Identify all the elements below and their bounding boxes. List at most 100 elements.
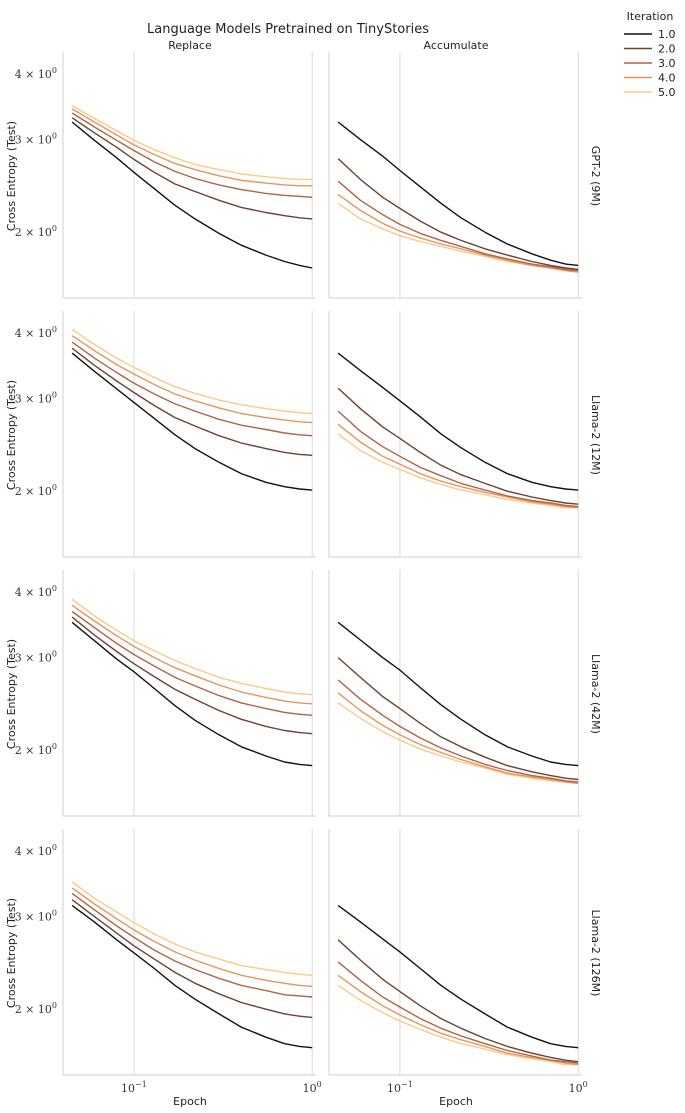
y-tick-base: 10 <box>38 652 52 665</box>
row-label-llama2-12m: Llama-2 (12M) <box>589 395 602 475</box>
y-tick-base: 10 <box>38 845 52 858</box>
y-tick-exponent: 0 <box>52 650 57 659</box>
x-tick-label: 100 <box>569 1080 588 1095</box>
y-tick-base: 10 <box>38 134 52 147</box>
y-tick-exponent: 0 <box>52 584 57 593</box>
series-line-iteration-2-0 <box>71 899 313 1019</box>
series-line-iteration-5-0 <box>337 433 579 509</box>
series-line-iteration-3-0 <box>337 410 579 508</box>
series-line-iteration-2-0 <box>337 657 579 781</box>
y-tick-mantissa: 2 × <box>15 1003 38 1016</box>
column-title-accumulate: Accumulate <box>424 39 489 52</box>
x-tick-exponent: −1 <box>401 1080 413 1089</box>
x-tick-label: 10−1 <box>387 1080 413 1095</box>
series-line-iteration-2-0 <box>337 387 579 505</box>
series-line-iteration-2-0 <box>71 347 313 456</box>
series-line-iteration-1-0 <box>337 352 579 491</box>
y-tick-label: 4 × 100 <box>15 843 57 858</box>
series-line-iteration-4-0 <box>71 335 313 424</box>
x-tick-base: 10 <box>569 1082 583 1095</box>
y-tick-base: 10 <box>38 911 52 924</box>
y-axis-label-row-1: Cross Entropy (Test) <box>5 121 18 231</box>
panel-llama-2-42m-accumulate <box>328 570 582 817</box>
series-line-iteration-3-0 <box>71 341 313 437</box>
legend-label-5-0: 5.0 <box>658 86 676 99</box>
y-tick-label: 4 × 100 <box>15 66 57 81</box>
y-tick-exponent: 0 <box>52 742 57 751</box>
x-axis-label-replace: Epoch <box>173 1095 207 1108</box>
series-line-iteration-5-0 <box>337 202 579 273</box>
y-tick-label: 3 × 100 <box>15 391 57 406</box>
series-line-iteration-3-0 <box>337 180 579 272</box>
row-label-llama2-126m: Llama-2 (126M) <box>589 910 602 997</box>
series-line-iteration-3-0 <box>71 112 313 198</box>
x-tick-base: 10 <box>303 1082 317 1095</box>
y-tick-mantissa: 2 × <box>15 744 38 757</box>
legend-title: Iteration <box>627 10 674 23</box>
series-line-iteration-1-0 <box>71 121 313 269</box>
legend-label-3-0: 3.0 <box>658 57 676 70</box>
row-label-llama2-42m: Llama-2 (42M) <box>589 654 602 734</box>
legend: Iteration 1.0 2.03.0 4.05.0 <box>624 10 676 99</box>
y-tick-base: 10 <box>38 485 52 498</box>
y-tick-exponent: 0 <box>52 909 57 918</box>
series-line-iteration-4-0 <box>71 887 313 988</box>
y-tick-label: 3 × 100 <box>15 650 57 665</box>
series-line-iteration-4-0 <box>71 108 313 187</box>
series-line-iteration-4-0 <box>71 604 313 705</box>
y-tick-mantissa: 4 × <box>15 68 38 81</box>
series-line-iteration-4-0 <box>337 193 579 273</box>
series-line-iteration-2-0 <box>337 158 579 271</box>
series-line-iteration-1-0 <box>337 621 579 767</box>
series-line-iteration-5-0 <box>337 984 579 1066</box>
series-line-iteration-1-0 <box>337 904 579 1049</box>
y-tick-exponent: 0 <box>52 1001 57 1010</box>
y-tick-exponent: 0 <box>52 843 57 852</box>
y-tick-base: 10 <box>38 1003 52 1016</box>
y-tick-mantissa: 4 × <box>15 586 38 599</box>
series-line-iteration-5-0 <box>337 702 579 785</box>
y-tick-label: 2 × 100 <box>15 483 57 498</box>
series-line-iteration-5-0 <box>71 598 313 696</box>
series-line-iteration-5-0 <box>71 104 313 181</box>
y-tick-base: 10 <box>38 226 52 239</box>
column-title-replace: Replace <box>168 39 212 52</box>
x-axis-label-accumulate: Epoch <box>439 1095 473 1108</box>
y-tick-mantissa: 4 × <box>15 845 38 858</box>
chart-title: Language Models Pretrained on TinyStorie… <box>147 22 429 37</box>
series-line-iteration-3-0 <box>71 610 313 716</box>
y-tick-mantissa: 3 × <box>15 911 38 924</box>
series-line-iteration-4-0 <box>337 692 579 785</box>
row-label-gpt2-9m: GPT-2 (9M) <box>589 146 602 206</box>
legend-label-1-0: 1.0 <box>658 28 676 41</box>
y-tick-label: 2 × 100 <box>15 742 57 757</box>
series-line-iteration-5-0 <box>71 328 313 415</box>
y-tick-label: 3 × 100 <box>15 132 57 147</box>
series-line-iteration-1-0 <box>337 121 579 267</box>
y-tick-mantissa: 3 × <box>15 134 38 147</box>
panel-gpt-2-9m-accumulate <box>328 52 582 299</box>
y-tick-label: 4 × 100 <box>15 325 57 340</box>
y-tick-label: 2 × 100 <box>15 1001 57 1016</box>
x-tick-label: 10−1 <box>121 1080 147 1095</box>
series-line-iteration-2-0 <box>71 616 313 735</box>
x-tick-exponent: −1 <box>135 1080 147 1089</box>
y-tick-base: 10 <box>38 586 52 599</box>
y-tick-mantissa: 2 × <box>15 226 38 239</box>
series-line-iteration-1-0 <box>71 352 313 491</box>
x-tick-base: 10 <box>387 1082 401 1095</box>
y-tick-base: 10 <box>38 393 52 406</box>
y-tick-mantissa: 2 × <box>15 485 38 498</box>
y-tick-exponent: 0 <box>52 132 57 141</box>
y-tick-exponent: 0 <box>52 224 57 233</box>
x-tick-base: 10 <box>121 1082 135 1095</box>
y-tick-mantissa: 3 × <box>15 393 38 406</box>
y-tick-label: 2 × 100 <box>15 224 57 239</box>
y-axis-label-row-4: Cross Entropy (Test) <box>5 898 18 1008</box>
y-tick-base: 10 <box>38 744 52 757</box>
panel-llama-2-126m-accumulate: 10−1 100 <box>328 829 588 1095</box>
y-tick-exponent: 0 <box>52 391 57 400</box>
